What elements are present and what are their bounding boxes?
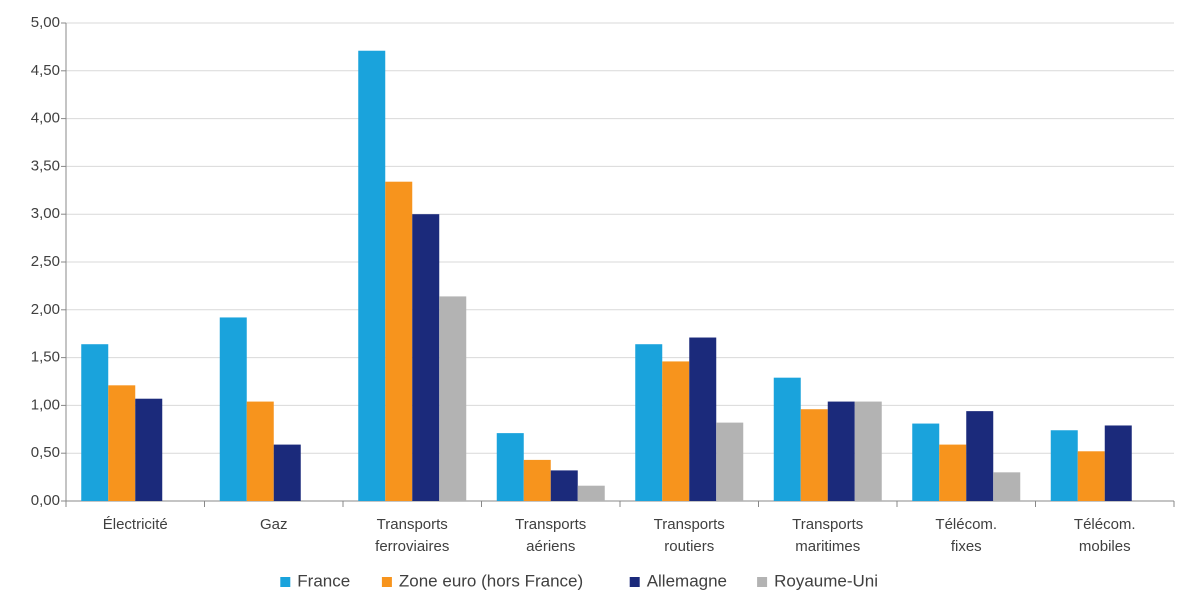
bar	[135, 398, 163, 501]
y-tick-label: 3,00	[31, 205, 60, 222]
legend-label: Royaume-Uni	[774, 571, 878, 590]
bar	[358, 50, 386, 501]
y-tick-label: 2,50	[31, 253, 60, 270]
bar	[854, 401, 882, 501]
bar	[1050, 430, 1078, 501]
legend-swatch	[381, 577, 392, 587]
bar	[412, 214, 440, 501]
bar	[496, 433, 524, 501]
bar	[577, 485, 605, 501]
legend-label: France	[297, 571, 350, 590]
x-tick-label: Électricité	[103, 516, 168, 533]
x-tick-label: Transports aériens	[515, 516, 586, 555]
bar	[800, 409, 828, 501]
x-tick-label: Transports ferroviaires	[375, 516, 449, 555]
bar	[439, 296, 467, 501]
bar	[550, 470, 578, 501]
y-tick-label: 4,50	[31, 62, 60, 79]
bar	[81, 344, 109, 501]
bar	[1104, 425, 1132, 501]
bar	[108, 385, 136, 501]
bar	[912, 423, 940, 501]
legend-swatch	[629, 577, 640, 587]
bar	[246, 401, 274, 501]
y-tick-label: 1,00	[31, 396, 60, 413]
bar	[827, 401, 855, 501]
bar	[385, 181, 413, 502]
x-tick-label: Télécom. mobiles	[1074, 516, 1136, 555]
y-tick-label: 5,00	[31, 14, 60, 31]
bar	[523, 459, 551, 501]
bar	[716, 422, 744, 501]
legend-label: Zone euro (hors France)	[399, 571, 583, 590]
bar	[273, 444, 301, 501]
legend-label: Allemagne	[647, 571, 727, 590]
y-tick-label: 1,50	[31, 349, 60, 366]
bar	[966, 411, 994, 501]
y-tick-label: 2,00	[31, 301, 60, 318]
bar	[689, 337, 717, 501]
bar	[1077, 451, 1105, 501]
y-tick-label: 3,50	[31, 157, 60, 174]
x-tick-label: Transports maritimes	[792, 516, 863, 555]
bar	[993, 472, 1021, 501]
x-tick-label: Transports routiers	[654, 516, 725, 555]
y-tick-label: 0,50	[31, 444, 60, 461]
x-tick-label: Télécom. fixes	[935, 516, 997, 555]
bar	[773, 377, 801, 501]
bar	[939, 444, 967, 501]
y-tick-label: 0,00	[31, 492, 60, 509]
legend-swatch	[757, 577, 768, 587]
legend-swatch	[280, 577, 291, 587]
bar	[635, 344, 663, 501]
y-tick-label: 4,00	[31, 110, 60, 127]
bar	[662, 361, 690, 501]
bar	[219, 317, 247, 501]
x-tick-label: Gaz	[260, 516, 288, 533]
